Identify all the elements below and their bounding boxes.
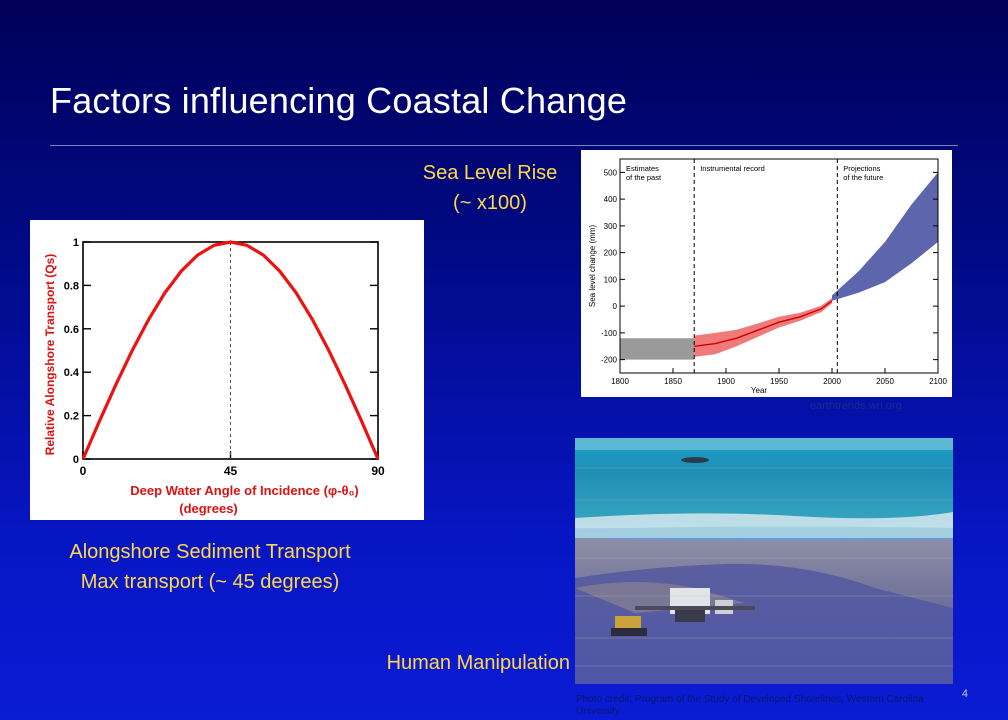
transport-chart-panel: 0 0.2 0.4 0.6 0.8 1 0 45 90 Deep Water Angle of I… <box>30 220 424 520</box>
x-tick-label: 45 <box>224 464 238 478</box>
transport-caption-line1: Alongshore Sediment Transport <box>69 541 351 563</box>
photo-credit: Photo credit: Program of the Study of De… <box>576 694 924 717</box>
y-tick-label: 0.2 <box>64 411 79 423</box>
transport-x-unit: (degrees) <box>179 501 238 516</box>
x-tick-label: 1850 <box>664 377 682 386</box>
sea-level-chart-panel: -200 -100 0 100 200 300 400 500 1800 1850 1900 1950… <box>581 150 952 397</box>
title-divider <box>50 145 958 146</box>
region-label: Instrumental record <box>700 164 765 173</box>
sea-level-x-label: Year <box>751 386 768 395</box>
projection-band <box>832 172 938 301</box>
y-tick-label: -100 <box>601 329 618 338</box>
x-tick-label: 90 <box>371 464 385 478</box>
region-label: of the future <box>843 173 883 182</box>
y-tick-label: 100 <box>604 275 618 284</box>
sea-level-credit: earthtrends.wri.org <box>810 400 902 412</box>
sea-level-heading-line2: (~ x100) <box>453 192 527 214</box>
y-tick-label: 1 <box>73 237 79 249</box>
slide-title: Factors influencing Coastal Change <box>50 80 628 121</box>
y-tick-label: 0.8 <box>64 280 79 292</box>
y-tick-label: 500 <box>604 168 618 177</box>
sea-level-chart: -200 -100 0 100 200 300 400 500 1800 1850 1900 1950… <box>588 158 947 395</box>
manipulation-caption: Human Manipulation <box>386 652 570 674</box>
transport-caption: Alongshore Sediment Transport Max transp… <box>10 537 410 597</box>
x-tick-label: 2000 <box>823 377 841 386</box>
region-label: Estimates <box>626 164 659 173</box>
x-tick-label: 2100 <box>929 377 947 386</box>
y-tick-label: 200 <box>604 249 618 258</box>
sea-level-heading: Sea Level Rise (~ x100) <box>390 158 590 218</box>
sea-level-y-label: Sea level change (mm) <box>588 225 597 308</box>
region-label: Projections <box>843 164 880 173</box>
region-label: of the past <box>626 173 662 182</box>
beach-photo-illustration <box>575 438 953 684</box>
sea-level-heading-line1: Sea Level Rise <box>422 162 558 184</box>
x-tick-label: 1800 <box>611 377 629 386</box>
past-estimate-band <box>620 338 695 360</box>
x-tick-label: 1900 <box>717 377 735 386</box>
x-tick-label: 2050 <box>876 377 894 386</box>
y-tick-label: 0.4 <box>64 367 80 379</box>
x-tick-label: 0 <box>80 464 87 478</box>
x-tick-label: 1950 <box>770 377 788 386</box>
transport-chart: 0 0.2 0.4 0.6 0.8 1 0 45 90 Deep Water Angle of I… <box>43 237 385 516</box>
y-tick-label: -200 <box>601 356 618 365</box>
transport-y-label: Relative Alongshore Transport (Qs) <box>43 254 57 456</box>
y-tick-label: 400 <box>604 195 618 204</box>
instrumental-record-line <box>694 300 833 347</box>
beach-photo <box>575 438 953 684</box>
y-tick-label: 300 <box>604 222 618 231</box>
y-tick-label: 0 <box>613 302 618 311</box>
y-tick-label: 0 <box>73 454 79 466</box>
y-tick-label: 0.6 <box>64 324 79 336</box>
page-number: 4 <box>961 688 968 700</box>
transport-caption-line2: Max transport (~ 45 degrees) <box>80 571 340 593</box>
transport-x-label: Deep Water Angle of Incidence (φ-θ₀) <box>130 483 359 498</box>
